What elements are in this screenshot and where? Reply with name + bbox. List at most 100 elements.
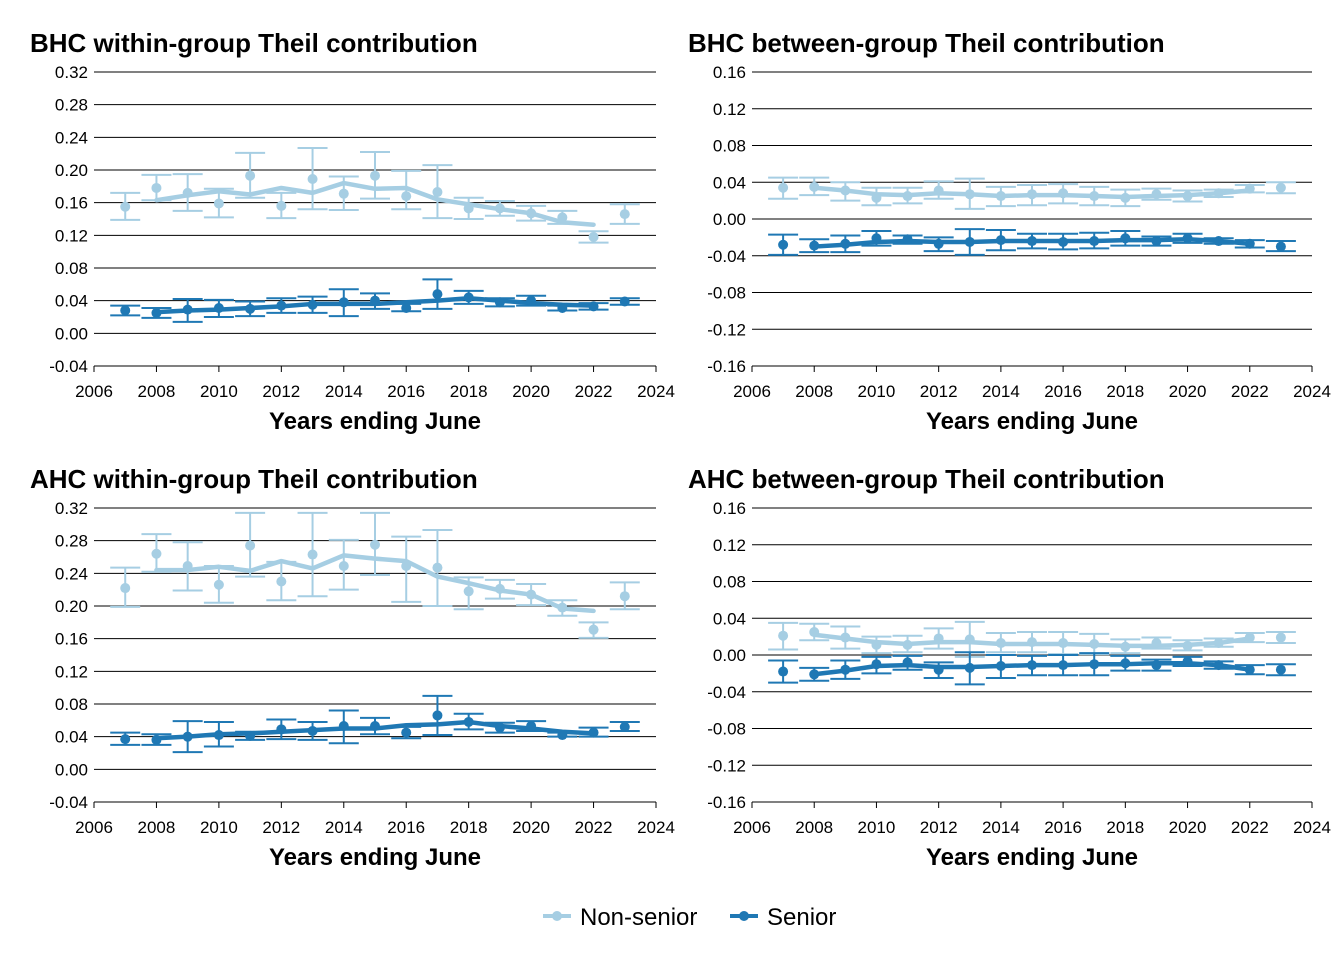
data-point [1213,638,1224,649]
y-tick-label: 0.16 [713,63,746,82]
y-tick-label: 0.24 [55,564,88,583]
y-tick-label: 0.00 [713,646,746,665]
data-point [1089,191,1100,202]
x-tick-label: 2006 [733,818,771,837]
data-point [182,731,193,742]
data-point [619,296,630,307]
x-tick-label: 2024 [1293,382,1331,401]
data-point [588,624,599,635]
data-point [463,716,474,727]
data-point [778,239,789,250]
y-tick-label: -0.04 [49,357,88,376]
data-point [1058,188,1069,199]
data-point [463,203,474,214]
y-tick-label: 0.24 [55,128,88,147]
data-point [1182,233,1193,244]
x-tick-label: 2014 [325,818,363,837]
data-point [871,659,882,670]
x-tick-label: 2008 [795,382,833,401]
data-point [557,602,568,613]
series-senior [768,651,1296,686]
y-tick-label: 0.20 [55,161,88,180]
y-tick-label: 0.12 [713,536,746,555]
y-tick-label: 0.20 [55,597,88,616]
y-tick-label: 0.12 [55,226,88,245]
data-point [588,727,599,738]
data-point [778,630,789,641]
data-point [1120,233,1131,244]
legend-item: Senior [730,904,836,931]
data-point [871,192,882,203]
data-point [1182,191,1193,202]
trend-line [154,553,596,614]
data-point [995,638,1006,649]
data-point [463,292,474,303]
data-point [588,231,599,242]
x-tick-label: 2012 [920,818,958,837]
data-point [276,200,287,211]
data-point [1275,664,1286,675]
data-point [619,721,630,732]
data-point [526,721,537,732]
data-point [933,238,944,249]
data-point [1275,241,1286,252]
x-tick-label: 2008 [138,818,176,837]
y-tick-label: 0.00 [55,760,88,779]
data-point [432,187,443,198]
data-point [964,189,975,200]
x-tick-label: 2024 [637,382,675,401]
legend-label: Non-senior [580,904,697,931]
y-tick-label: -0.04 [707,247,746,266]
data-point [902,639,913,650]
y-tick-label: 0.00 [713,210,746,229]
data-point [526,208,537,219]
y-tick-label: 0.28 [55,96,88,115]
data-point [151,548,162,559]
data-point [1182,640,1193,651]
data-point [809,240,820,251]
data-point [995,191,1006,202]
data-point [902,657,913,668]
panel-1: BHC within-group Theil contribution -0.04… [30,28,675,435]
x-tick-label: 2012 [262,818,300,837]
data-point [494,583,505,594]
data-point [120,734,131,745]
y-tick-label: -0.12 [707,756,746,775]
x-tick-label: 2006 [733,382,771,401]
legend-item: Non-senior [543,904,697,931]
y-tick-label: 0.08 [55,695,88,714]
data-point [1151,660,1162,671]
y-tick-label: -0.12 [707,320,746,339]
data-point [1027,189,1037,200]
data-point [964,634,975,645]
data-point [1244,238,1255,249]
data-point [1027,637,1037,648]
data-point [213,303,224,314]
series-senior [110,694,640,754]
data-point [213,730,224,741]
data-point [619,209,630,220]
data-point [338,297,349,308]
series-senior [768,228,1296,256]
data-point [1027,236,1037,247]
data-point [151,182,162,193]
data-point [432,710,443,721]
y-tick-label: -0.04 [49,793,88,812]
data-point [526,295,537,306]
panel-title: BHC between-group Theil contribution [688,28,1165,58]
x-tick-label: 2024 [637,818,675,837]
y-tick-label: 0.12 [713,100,746,119]
data-point [1089,638,1100,649]
y-tick-label: 0.32 [55,499,88,518]
x-tick-label: 2018 [1106,382,1144,401]
data-point [245,730,256,741]
series-non-senior [110,146,640,244]
data-point [1182,656,1193,667]
x-tick-label: 2016 [1044,382,1082,401]
panel-3: AHC within-group Theil contribution -0.04… [30,464,675,871]
data-point [933,633,944,644]
data-point [120,583,131,594]
data-point [1244,632,1255,643]
data-point [120,305,131,316]
